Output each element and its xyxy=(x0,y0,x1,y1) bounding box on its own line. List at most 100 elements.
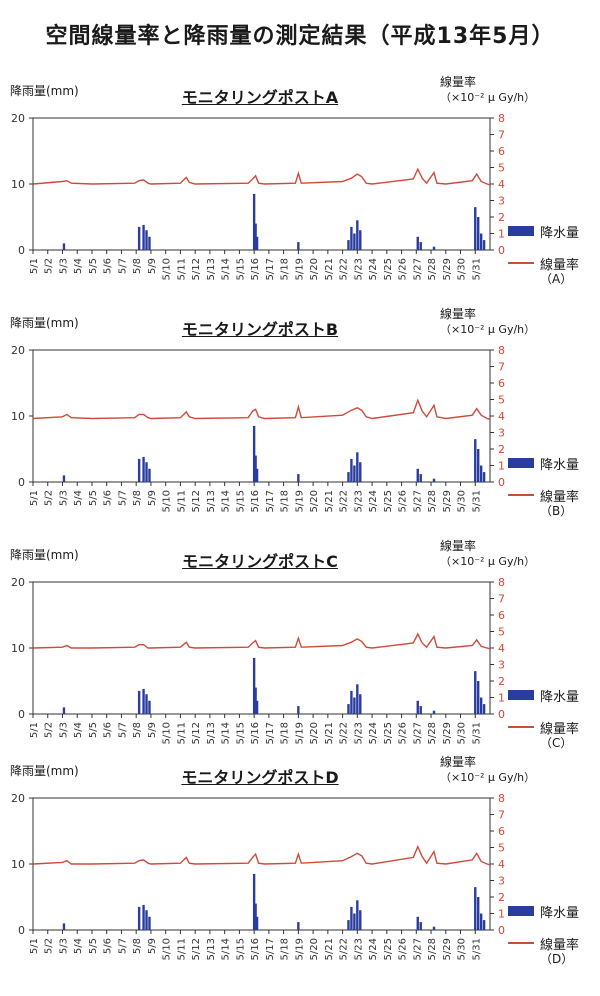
rain-bar xyxy=(353,233,356,250)
x-tick-label: 5/1 xyxy=(29,258,40,274)
chart-title: モニタリングポストD xyxy=(181,768,339,787)
left-tick-label: 20 xyxy=(11,792,25,805)
x-tick-label: 5/26 xyxy=(398,722,409,744)
x-tick-label: 5/2 xyxy=(44,722,55,738)
x-tick-label: 5/29 xyxy=(442,258,453,280)
x-tick-label: 5/22 xyxy=(339,938,350,960)
chart-panel-d: 降雨量(mm) 線量率 （×10⁻² μ Gy/h） モニタリングポストD 0 10… xyxy=(0,755,600,994)
rain-bar xyxy=(350,458,353,482)
x-tick-label: 5/15 xyxy=(235,938,246,960)
rain-bar xyxy=(359,910,362,930)
legend-rain: 降水量 xyxy=(508,902,580,921)
x-tick-label: 5/28 xyxy=(427,490,438,512)
x-tick-label: 5/6 xyxy=(103,258,114,274)
rain-bar xyxy=(142,224,145,250)
dose-rate-line xyxy=(32,844,491,866)
rain-bar xyxy=(254,687,257,714)
rain-bar xyxy=(416,236,419,250)
rain-bar xyxy=(482,472,486,482)
rain-bar xyxy=(482,704,486,714)
x-tick-label: 5/19 xyxy=(294,258,305,280)
x-tick-label: 5/13 xyxy=(206,722,217,744)
rain-bar xyxy=(142,456,145,482)
x-tick-label: 5/5 xyxy=(88,938,99,954)
right-tick-label: 4 xyxy=(498,858,505,871)
x-tick-label: 5/27 xyxy=(412,490,423,512)
x-tick-label: 5/7 xyxy=(117,490,128,506)
left-tick-label: 20 xyxy=(11,344,25,357)
left-tick-label: 20 xyxy=(11,576,25,589)
right-axis-unit: （×10⁻² μ Gy/h） xyxy=(440,91,536,104)
x-tick-label: 5/13 xyxy=(206,490,217,512)
rain-bar xyxy=(356,452,359,482)
dose-rate-line xyxy=(32,398,491,420)
x-tick-label: 5/3 xyxy=(58,938,69,954)
rain-bar xyxy=(347,920,350,930)
legend-rain: 降水量 xyxy=(508,222,579,241)
x-tick-label: 5/15 xyxy=(235,722,246,744)
x-tick-label: 5/14 xyxy=(221,722,232,744)
rain-bar xyxy=(432,478,436,482)
x-tick-label: 5/14 xyxy=(221,490,232,512)
right-axis-label: 線量率 （×10⁻² μ Gy/h） xyxy=(440,306,535,338)
x-tick-label: 5/17 xyxy=(265,938,276,960)
right-axis-label: 線量率 （×10⁻² μ Gy/h） xyxy=(440,754,535,786)
chart-panel-c: 降雨量(mm) 線量率 （×10⁻² μ Gy/h） モニタリングポストC 0 10… xyxy=(0,539,600,778)
rain-bar xyxy=(62,243,66,250)
right-tick-label: 6 xyxy=(498,609,505,622)
left-tick-label: 10 xyxy=(11,178,25,191)
right-tick-label: 3 xyxy=(498,195,505,208)
x-tick-label: 5/2 xyxy=(44,490,55,506)
right-tick-label: 6 xyxy=(498,825,505,838)
rain-bar xyxy=(255,700,259,714)
legend-rain-label: 降水量 xyxy=(540,905,580,921)
right-tick-label: 7 xyxy=(498,129,505,142)
chart-legend: 降水量 線量率 （C） xyxy=(508,686,579,750)
x-tick-label: 5/11 xyxy=(176,722,187,744)
x-tick-label: 5/27 xyxy=(412,258,423,280)
rain-bar xyxy=(347,240,350,250)
right-tick-label: 2 xyxy=(498,891,505,904)
x-tick-label: 5/25 xyxy=(383,258,394,280)
x-tick-label: 5/13 xyxy=(206,938,217,960)
left-tick-label: 0 xyxy=(18,244,25,257)
right-tick-label: 8 xyxy=(498,344,505,357)
x-tick-label: 5/15 xyxy=(235,258,246,280)
x-tick-label: 5/26 xyxy=(398,490,409,512)
left-tick-label: 0 xyxy=(18,924,25,937)
x-tick-label: 5/1 xyxy=(29,938,40,954)
x-tick-label: 5/19 xyxy=(294,938,305,960)
x-tick-label: 5/12 xyxy=(191,490,202,512)
legend-dose-label: 線量率 xyxy=(540,937,580,953)
x-tick-label: 5/17 xyxy=(265,258,276,280)
x-tick-label: 5/19 xyxy=(294,722,305,744)
right-axis-unit: （×10⁻² μ Gy/h） xyxy=(440,323,536,336)
rain-bar xyxy=(419,242,422,250)
chart-title: モニタリングポストA xyxy=(181,88,339,107)
rain-bar xyxy=(145,230,148,250)
rain-bar xyxy=(350,690,353,714)
x-tick-label: 5/30 xyxy=(457,258,468,280)
rain-bar xyxy=(297,474,300,482)
rain-bar xyxy=(353,697,356,714)
x-tick-label: 5/24 xyxy=(368,938,379,960)
rain-bar xyxy=(297,922,300,930)
x-tick-label: 5/29 xyxy=(442,938,453,960)
right-tick-label: 7 xyxy=(498,809,505,822)
rain-bar xyxy=(474,207,477,250)
chart-title: モニタリングポストB xyxy=(181,320,339,339)
x-tick-label: 5/31 xyxy=(471,258,482,280)
x-tick-label: 5/29 xyxy=(442,490,453,512)
left-axis-label: 降雨量(mm) xyxy=(10,764,79,778)
right-tick-label: 1 xyxy=(498,908,505,921)
x-tick-label: 5/21 xyxy=(324,722,335,744)
left-tick-label: 10 xyxy=(11,410,25,423)
legend-dose-label: 線量率 xyxy=(540,489,580,505)
x-tick-label: 5/17 xyxy=(265,490,276,512)
left-tick-label: 20 xyxy=(11,112,25,125)
rain-bar xyxy=(416,700,419,714)
left-axis-label: 降雨量(mm) xyxy=(10,316,79,330)
legend-dose-swatch xyxy=(508,942,534,944)
right-tick-label: 5 xyxy=(498,394,505,407)
chart-svg: 0 10 20 0 1 2 3 4 5 6 7 8 5/1 5/2 5/3 5/4 5/5 5/6 5/7 5/8 5/… xyxy=(11,576,505,744)
